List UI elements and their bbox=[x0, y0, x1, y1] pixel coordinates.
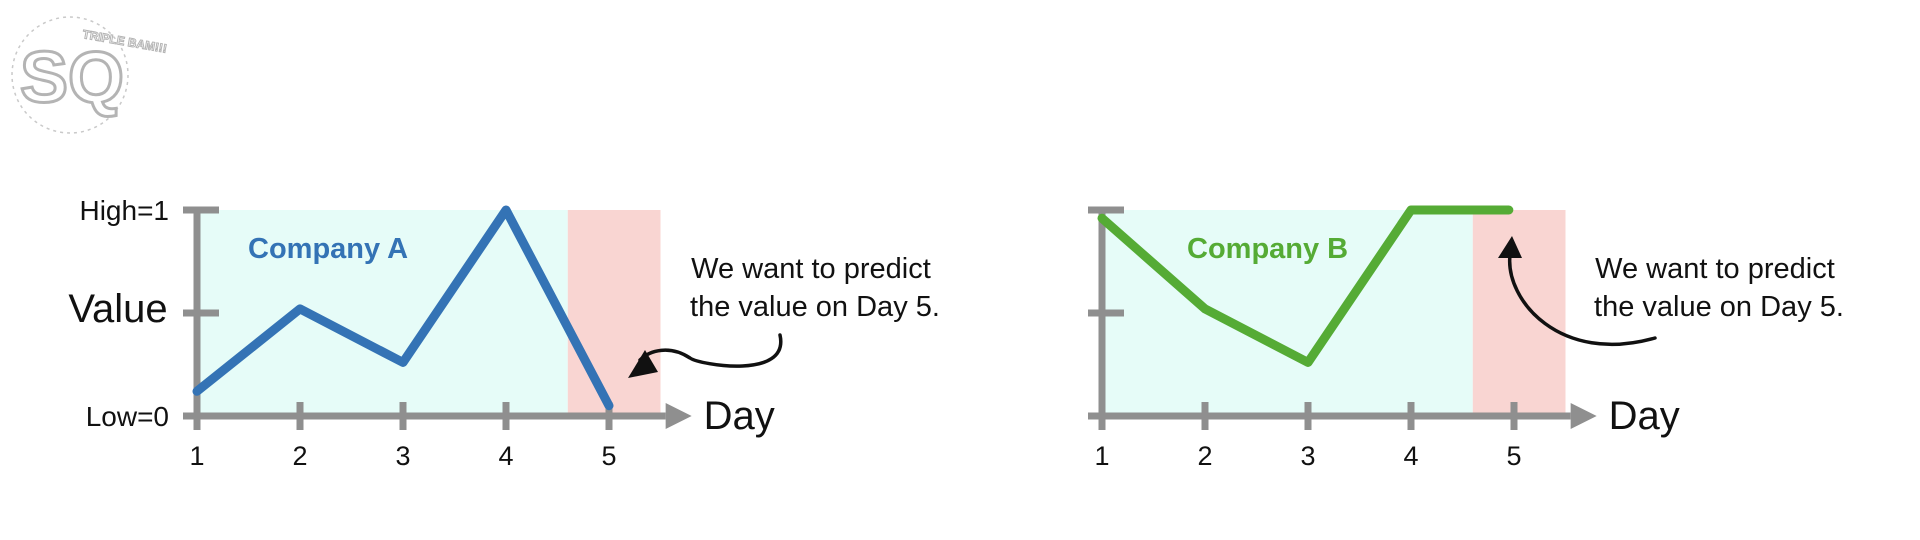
annotation-line-1: We want to predict bbox=[691, 253, 931, 285]
company-a-line bbox=[192, 205, 614, 411]
predict-region bbox=[567, 210, 661, 416]
x-tick-label: 2 bbox=[1197, 441, 1212, 471]
x-tick-label: 3 bbox=[395, 441, 410, 471]
known-region bbox=[197, 210, 568, 416]
x-axis-label: Day bbox=[1609, 394, 1680, 438]
annotation-line-2: the value on Day 5. bbox=[1594, 291, 1844, 323]
x-axis-arrowhead bbox=[665, 403, 692, 429]
company-b-label: Company B bbox=[1187, 233, 1348, 265]
predict-region bbox=[1472, 210, 1566, 416]
annotation-text: We want to predict the value on Day 5. bbox=[1594, 253, 1844, 323]
y-axis-label: Value bbox=[68, 287, 167, 331]
x-axis-label: Day bbox=[704, 394, 775, 438]
x-tick-label: 1 bbox=[1094, 441, 1109, 471]
x-axis-arrowhead bbox=[1570, 403, 1597, 429]
x-ticks: 1 2 3 4 5 bbox=[189, 402, 617, 471]
x-ticks: 1 2 3 4 5 bbox=[1094, 402, 1522, 471]
logo-text: SQ bbox=[20, 38, 124, 118]
annotation-arrowhead bbox=[1498, 236, 1522, 258]
x-tick-label: 3 bbox=[1300, 441, 1315, 471]
annotation-arrow bbox=[1508, 253, 1657, 346]
sq-logo: SQ TRIPLE BAM!!! bbox=[11, 16, 168, 134]
y-tick-label: Low=0 bbox=[86, 401, 169, 432]
annotation-line-1: We want to predict bbox=[1595, 253, 1835, 285]
x-tick-label: 1 bbox=[189, 441, 204, 471]
annotation-arrow bbox=[638, 333, 783, 368]
annotation-line-2: the value on Day 5. bbox=[690, 291, 940, 323]
x-tick-label: 5 bbox=[1506, 441, 1521, 471]
chart-company-b: 1 2 3 4 5 Company B Day We want to predict t… bbox=[1088, 205, 1844, 471]
y-tick-label: High=1 bbox=[79, 195, 169, 226]
y-ticks bbox=[1088, 206, 1124, 420]
company-b-line bbox=[1097, 205, 1514, 367]
x-tick-label: 5 bbox=[601, 441, 616, 471]
chart-company-a: High=1 Low=0 1 2 3 4 5 Company A Value Day We… bbox=[68, 195, 940, 471]
company-a-label: Company A bbox=[248, 233, 408, 265]
known-region bbox=[1102, 210, 1473, 416]
annotation-text: We want to predict the value on Day 5. bbox=[690, 253, 940, 323]
annotation-arrowhead bbox=[628, 350, 658, 378]
x-tick-label: 4 bbox=[498, 441, 513, 471]
x-tick-label: 2 bbox=[292, 441, 307, 471]
x-tick-label: 4 bbox=[1403, 441, 1418, 471]
y-ticks: High=1 Low=0 bbox=[79, 195, 219, 432]
